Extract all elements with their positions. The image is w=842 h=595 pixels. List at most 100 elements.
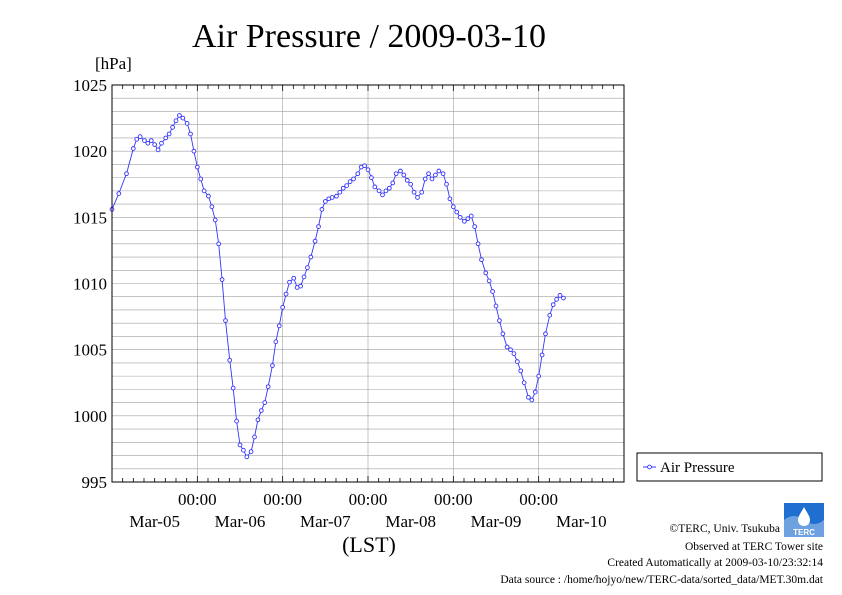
- data-point: [475, 241, 481, 247]
- data-point: [372, 184, 378, 190]
- data-point: [280, 304, 286, 310]
- data-point: [550, 302, 556, 308]
- data-point: [258, 408, 264, 413]
- data-point: [454, 209, 460, 215]
- data-point: [124, 171, 129, 177]
- data-point: [291, 275, 297, 281]
- x-time-tick-label: 00:00: [349, 490, 388, 509]
- data-point: [472, 224, 478, 229]
- data-point: [504, 344, 510, 350]
- data-point: [248, 449, 254, 454]
- x-axis-label: (LST): [342, 532, 396, 557]
- data-point: [462, 218, 467, 224]
- data-point: [316, 224, 321, 229]
- data-point: [465, 216, 471, 222]
- y-tick-label: 1015: [73, 208, 107, 227]
- data-point: [344, 183, 350, 188]
- x-date-tick-label: Mar-09: [471, 512, 522, 531]
- data-point: [440, 171, 446, 177]
- data-point: [554, 297, 559, 302]
- data-point: [319, 207, 325, 212]
- data-point: [536, 373, 542, 379]
- data-point: [543, 331, 548, 337]
- data-point: [390, 180, 396, 186]
- y-tick-label: 1025: [73, 76, 107, 95]
- data-point: [411, 189, 417, 195]
- data-point: [188, 131, 193, 137]
- x-date-tick-label: Mar-10: [556, 512, 607, 531]
- data-point: [393, 171, 399, 177]
- data-point: [365, 167, 371, 173]
- series-layer: [109, 113, 566, 460]
- data-point: [255, 417, 261, 423]
- x-date-tick-label: Mar-05: [129, 512, 180, 531]
- data-point: [152, 142, 158, 147]
- data-point: [529, 397, 535, 403]
- y-tick-label: 1010: [73, 275, 107, 294]
- data-point: [457, 214, 463, 220]
- y-tick-label: 1005: [73, 341, 107, 360]
- data-point: [493, 303, 499, 309]
- data-point: [362, 163, 367, 169]
- x-time-tick-label: 00:00: [434, 490, 473, 509]
- data-point: [500, 331, 506, 337]
- data-source-text: Data source : /home/hojyo/new/TERC-data/…: [500, 574, 823, 586]
- data-point: [206, 193, 211, 199]
- data-point: [561, 295, 566, 301]
- data-point: [184, 121, 190, 126]
- legend-label: Air Pressure: [660, 460, 735, 476]
- observed-text: Observed at TERC Tower site: [685, 541, 823, 553]
- data-point: [486, 278, 492, 284]
- data-point: [436, 168, 442, 174]
- data-point: [419, 189, 425, 195]
- data-point: [194, 164, 200, 170]
- data-point: [312, 238, 318, 244]
- data-point: [191, 148, 197, 154]
- data-point: [511, 351, 517, 356]
- data-point: [301, 274, 307, 280]
- logo-text: TERC: [793, 528, 815, 537]
- data-point: [137, 134, 143, 139]
- data-point: [270, 363, 275, 368]
- data-point: [380, 192, 385, 198]
- x-tick-labels: 00:00 00:00 00:00 00:00 00:00 Mar-05 Mar-06 Mar…: [129, 490, 606, 531]
- data-point: [265, 384, 271, 390]
- plot-frame: [111, 84, 625, 483]
- data-point: [404, 177, 410, 183]
- series-line: [111, 114, 564, 458]
- data-point: [252, 434, 257, 440]
- copyright-text: ©TERC, Univ. Tsukuba: [670, 523, 780, 535]
- data-point: [212, 217, 218, 223]
- data-point: [134, 136, 140, 142]
- data-point: [483, 270, 489, 276]
- x-date-tick-label: Mar-06: [215, 512, 266, 531]
- data-point: [401, 172, 407, 178]
- data-point: [116, 191, 122, 196]
- data-point: [283, 291, 289, 297]
- data-point: [241, 447, 246, 453]
- data-point: [532, 389, 538, 395]
- data-point: [329, 195, 335, 200]
- grid-lines: [112, 85, 624, 482]
- legend-box: [636, 452, 823, 482]
- data-point: [433, 172, 438, 178]
- data-point: [166, 131, 172, 137]
- data-point: [347, 179, 353, 184]
- x-time-tick-label: 00:00: [178, 490, 217, 509]
- data-point: [170, 124, 175, 130]
- data-point: [209, 204, 215, 210]
- data-point: [340, 185, 346, 191]
- terc-logo: TERC: [784, 503, 824, 537]
- data-point: [521, 380, 527, 386]
- data-point: [219, 277, 225, 282]
- data-point: [298, 283, 303, 289]
- data-point: [450, 204, 456, 210]
- data-point: [539, 352, 545, 358]
- data-point: [177, 113, 182, 118]
- data-point: [518, 368, 524, 374]
- y-tick-label: 1020: [73, 142, 107, 161]
- data-point: [508, 347, 513, 353]
- data-point: [163, 135, 169, 141]
- data-point: [398, 168, 403, 174]
